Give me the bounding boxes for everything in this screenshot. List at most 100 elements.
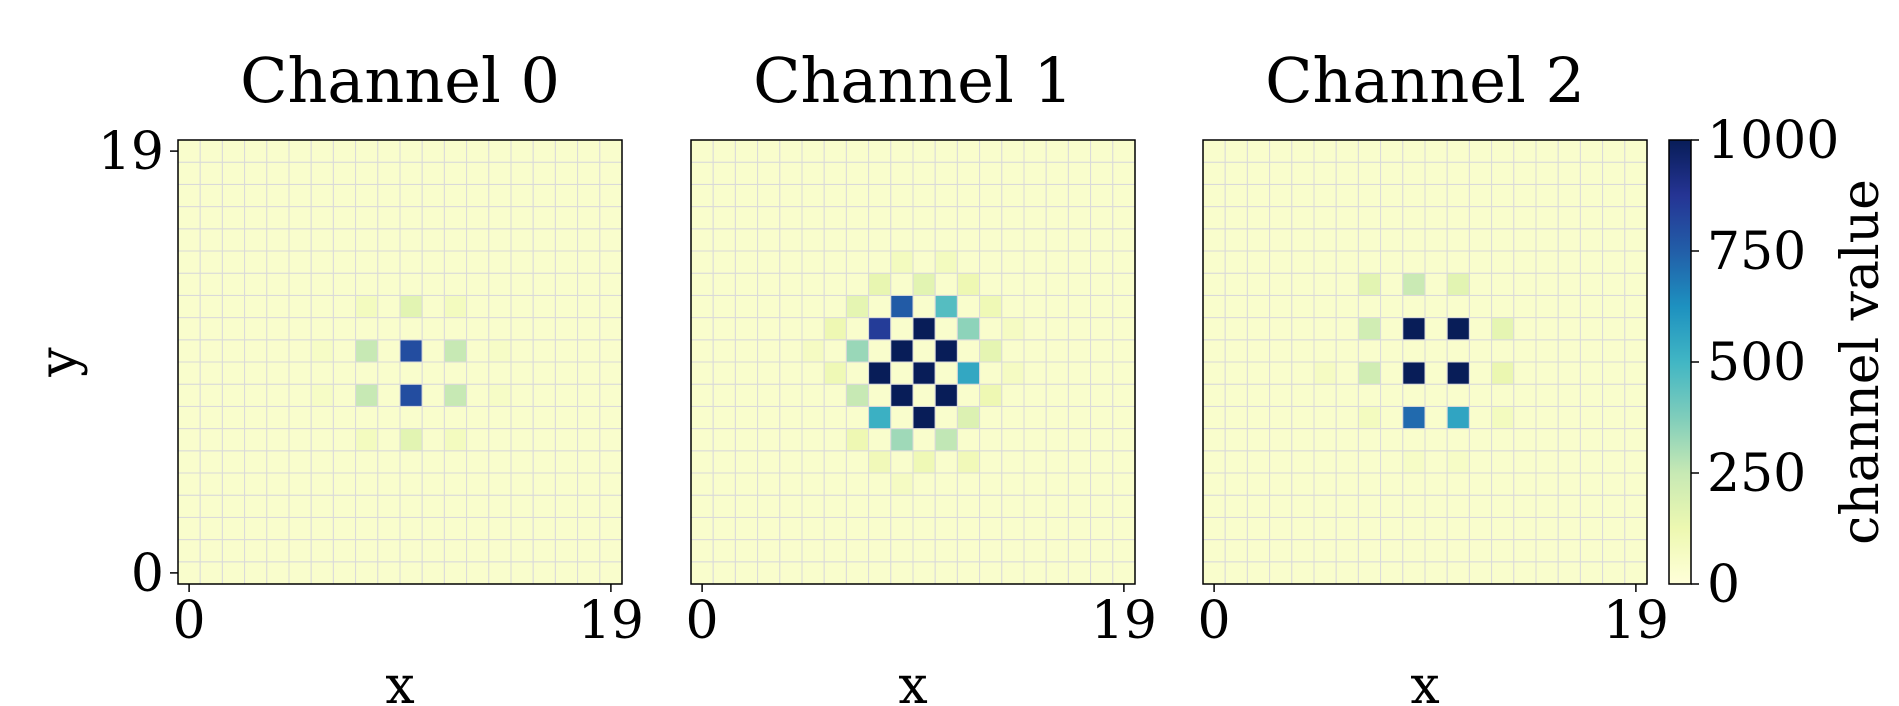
heatmap-cell xyxy=(510,183,534,208)
heatmap-cell xyxy=(1468,206,1493,230)
heatmap-cell xyxy=(377,561,401,585)
heatmap-cell xyxy=(421,317,445,341)
heatmap-cell xyxy=(288,339,312,363)
heatmap-cell xyxy=(956,183,981,208)
heatmap-cell xyxy=(1291,250,1315,274)
heatmap-cell xyxy=(823,405,847,430)
heatmap-cell xyxy=(1335,361,1359,385)
heatmap-cell xyxy=(1112,561,1136,585)
heatmap-cell xyxy=(1357,228,1382,252)
heatmap-cell xyxy=(332,206,357,230)
heatmap-cell xyxy=(1357,183,1382,208)
heatmap-cell xyxy=(890,183,914,208)
heatmap-cell xyxy=(355,228,379,252)
heatmap-cell xyxy=(1468,228,1493,252)
heatmap-panel-0: Channel 0 0 19 x 0 19 y xyxy=(29,44,644,706)
heatmap-cell xyxy=(1067,183,1092,208)
heatmap-cell xyxy=(845,561,870,585)
heatmap-cell xyxy=(443,161,468,185)
heatmap-cell xyxy=(1001,428,1025,452)
heatmap-cell xyxy=(912,539,936,563)
heatmap-cell xyxy=(466,539,490,563)
heatmap-cell xyxy=(1602,405,1626,430)
heatmap-cell xyxy=(266,206,290,230)
heatmap-cell xyxy=(690,139,714,163)
colorbar: 0 250 500 750 1000 channel value xyxy=(1668,111,1891,615)
heatmap-cell xyxy=(377,272,401,296)
heatmap-cell xyxy=(1357,250,1382,274)
heatmap-cell xyxy=(332,450,357,474)
heatmap-cell xyxy=(1402,361,1426,385)
heatmap-cell xyxy=(532,139,556,163)
heatmap-cell xyxy=(1269,450,1293,474)
heatmap-cell xyxy=(956,472,981,496)
heatmap-cell xyxy=(1424,250,1448,274)
heatmap-cell xyxy=(1335,516,1359,541)
heatmap-cell xyxy=(757,161,781,185)
heatmap-cell xyxy=(712,183,736,208)
heatmap-cell xyxy=(199,361,223,385)
heatmap-cell xyxy=(1491,561,1515,585)
heatmap-cell xyxy=(734,405,759,430)
heatmap-cell xyxy=(890,361,914,385)
heatmap-cell xyxy=(221,539,246,563)
heatmap-cell xyxy=(1602,161,1626,185)
heatmap-cell xyxy=(1291,228,1315,252)
heatmap-cell xyxy=(466,272,490,296)
heatmap-cell xyxy=(1380,539,1404,563)
heatmap-cell xyxy=(1291,206,1315,230)
heatmap-cell xyxy=(757,183,781,208)
heatmap-cell xyxy=(221,383,246,407)
heatmap-cell xyxy=(912,183,936,208)
heatmap-cell xyxy=(690,383,714,407)
heatmap-cell xyxy=(823,361,847,385)
heatmap-cell xyxy=(599,161,623,185)
heatmap-cell xyxy=(956,294,981,319)
heatmap-cell xyxy=(979,183,1003,208)
heatmap-cell xyxy=(690,428,714,452)
heatmap-cell xyxy=(1001,361,1025,385)
heatmap-cell xyxy=(1380,317,1404,341)
heatmap-cell xyxy=(1535,428,1559,452)
heatmap-cell xyxy=(912,139,936,163)
heatmap-cell xyxy=(845,183,870,208)
heatmap-cell xyxy=(288,361,312,385)
heatmap-cell xyxy=(577,339,601,363)
heatmap-cell xyxy=(1557,317,1581,341)
heatmap-cell xyxy=(399,250,423,274)
heatmap-cell xyxy=(823,428,847,452)
heatmap-cell xyxy=(1535,516,1559,541)
heatmap-cell xyxy=(1090,272,1114,296)
heatmap-cell xyxy=(1624,516,1648,541)
heatmap-cell xyxy=(1424,383,1448,407)
heatmap-cell xyxy=(1335,428,1359,452)
heatmap-cell xyxy=(510,206,534,230)
heatmap-cell xyxy=(1402,472,1426,496)
heatmap-cell xyxy=(221,405,246,430)
heatmap-cell xyxy=(1045,206,1069,230)
heatmap-cell xyxy=(1535,228,1559,252)
heatmap-cell xyxy=(1380,139,1404,163)
heatmap-cell xyxy=(266,561,290,585)
colorbar-tick-label: 750 xyxy=(1707,222,1806,282)
heatmap-cell xyxy=(510,161,534,185)
heatmap-cell xyxy=(779,516,803,541)
heatmap-cell xyxy=(510,561,534,585)
heatmap-cell xyxy=(577,539,601,563)
heatmap-cell xyxy=(177,250,201,274)
heatmap-cell xyxy=(1579,161,1604,185)
heatmap-cell xyxy=(443,206,468,230)
heatmap-cell xyxy=(488,228,512,252)
x-axis-label: x xyxy=(898,656,927,706)
heatmap-cell xyxy=(801,339,825,363)
heatmap-cell xyxy=(1535,294,1559,319)
heatmap-cell xyxy=(554,294,579,319)
heatmap-cell xyxy=(399,272,423,296)
heatmap-cell xyxy=(488,317,512,341)
heatmap-cell xyxy=(377,206,401,230)
heatmap-cell xyxy=(1023,317,1047,341)
heatmap-cell xyxy=(1624,450,1648,474)
heatmap-cell xyxy=(244,228,268,252)
heatmap-cell xyxy=(1446,139,1470,163)
panel-frame xyxy=(1202,139,1648,585)
